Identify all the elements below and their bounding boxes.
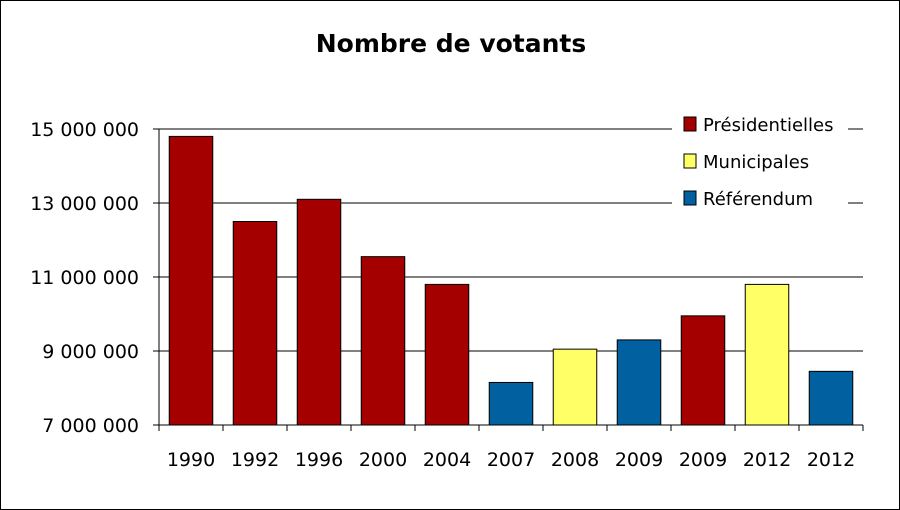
legend-swatch bbox=[683, 153, 697, 169]
x-tick-label: 1996 bbox=[295, 449, 343, 471]
bar bbox=[552, 348, 598, 426]
bar bbox=[680, 315, 726, 426]
bar bbox=[744, 283, 790, 426]
y-tick-label: 9 000 000 bbox=[42, 341, 139, 363]
legend-label: Municipales bbox=[703, 152, 809, 173]
x-tick-label: 1992 bbox=[231, 449, 279, 471]
bar bbox=[488, 381, 534, 426]
y-tick-label: 13 000 000 bbox=[30, 193, 139, 215]
bar bbox=[616, 339, 662, 426]
x-tick-label: 1990 bbox=[167, 449, 215, 471]
y-tick-label: 7 000 000 bbox=[42, 415, 139, 437]
x-tick-label: 2004 bbox=[423, 449, 471, 471]
bar bbox=[296, 198, 342, 426]
x-tick-label: 2012 bbox=[807, 449, 855, 471]
y-tick-label: 11 000 000 bbox=[30, 267, 139, 289]
x-tick-label: 2009 bbox=[679, 449, 727, 471]
x-tick-label: 2008 bbox=[551, 449, 599, 471]
y-tick-label: 15 000 000 bbox=[30, 119, 139, 141]
legend-swatch bbox=[683, 190, 697, 206]
x-tick-label: 2012 bbox=[743, 449, 791, 471]
chart-title: Nombre de votants bbox=[315, 29, 587, 58]
bar bbox=[808, 370, 854, 426]
bar bbox=[168, 135, 214, 426]
bar bbox=[360, 256, 406, 426]
x-tick-label: 2009 bbox=[615, 449, 663, 471]
legend-label: Référendum bbox=[703, 189, 813, 210]
bar bbox=[232, 221, 278, 426]
x-tick-label: 2007 bbox=[487, 449, 535, 471]
legend-swatch bbox=[683, 116, 697, 132]
legend-label: Présidentielles bbox=[703, 115, 834, 136]
x-tick-label: 2000 bbox=[359, 449, 407, 471]
legend-background bbox=[672, 112, 848, 222]
bar bbox=[424, 283, 470, 426]
